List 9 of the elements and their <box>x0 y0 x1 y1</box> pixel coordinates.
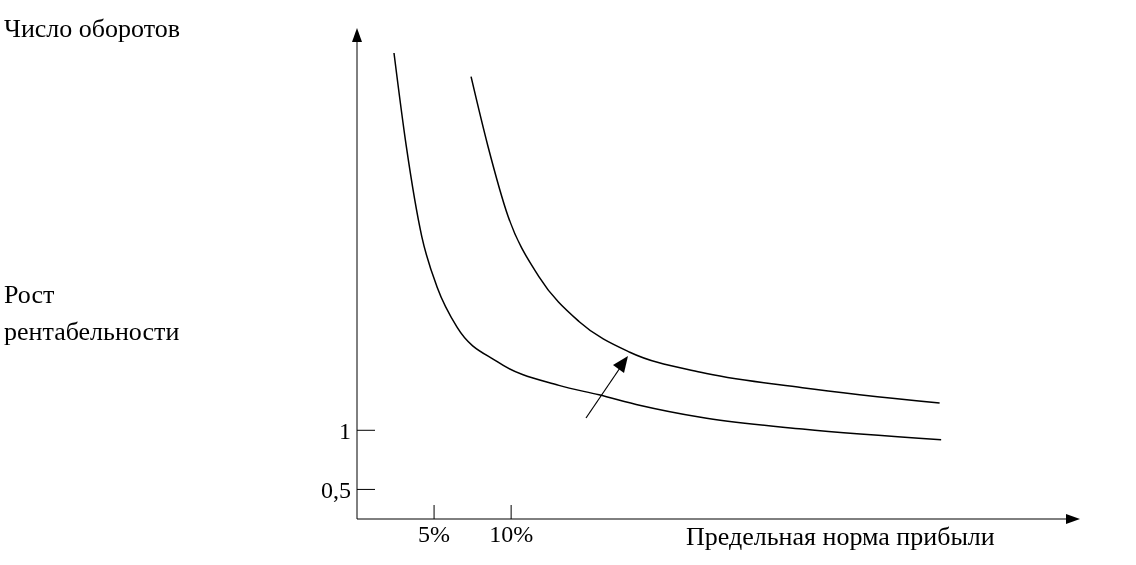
text: Рост рентабельности <box>4 279 181 348</box>
y-tick-label: 0,5 <box>321 476 351 503</box>
x-tick-label: 10% <box>489 521 534 548</box>
x-tick-label: 5% <box>418 521 451 548</box>
x-axis-title: Предельная норма прибыли <box>686 522 995 552</box>
text: Число оборотов <box>4 13 181 45</box>
y-tick-label: 1 <box>339 417 351 444</box>
line-series <box>393 52 942 441</box>
line-series <box>470 75 941 404</box>
